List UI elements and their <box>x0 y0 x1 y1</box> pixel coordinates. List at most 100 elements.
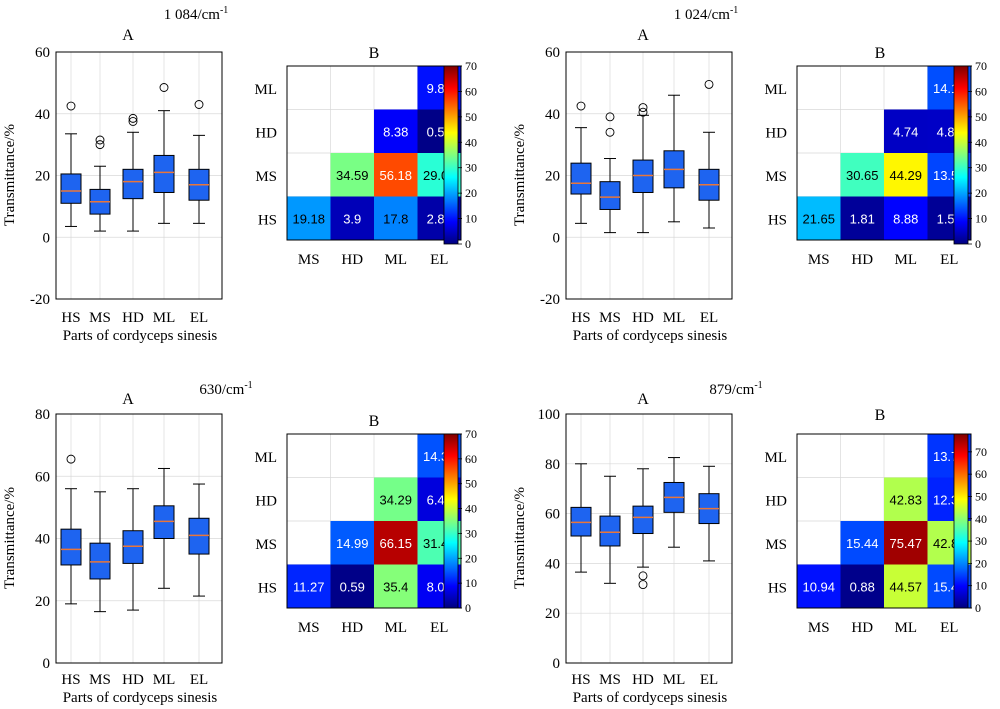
heatmap-row-label: ML <box>765 82 788 98</box>
panel-title: A <box>122 27 134 44</box>
heatmap-col-label: EL <box>430 252 448 268</box>
y-tick-label: -20 <box>30 292 50 308</box>
colorbar-tick-label: 20 <box>465 186 477 200</box>
colorbar-tick-label: 50 <box>465 110 477 124</box>
heatmap-cell-label: 15.44 <box>846 536 879 551</box>
heatmap-row-label: MS <box>765 537 787 553</box>
x-tick-label: EL <box>190 672 208 688</box>
box-HD <box>632 468 654 590</box>
box-iqr <box>570 162 592 195</box>
heatmap-cell-label: 34.29 <box>379 492 412 507</box>
x-tick-label: ML <box>153 672 176 688</box>
heatmap-col-label: HD <box>341 252 363 268</box>
heatmap-cell-label: 19.18 <box>292 211 325 226</box>
x-tick-label: EL <box>190 310 208 326</box>
y-tick-label: 0 <box>553 230 561 246</box>
box-iqr <box>153 154 175 193</box>
heatmap-cell-label: 42.83 <box>889 492 922 507</box>
heatmap-col-label: EL <box>430 620 448 636</box>
colorbar-tick-label: 70 <box>975 59 987 73</box>
heatmap-cell-HS-ML <box>374 564 418 608</box>
box-iqr <box>188 517 210 555</box>
box-iqr <box>632 159 654 193</box>
heatmap-col-label: HD <box>341 620 363 636</box>
heatmap-cell-label: 0.59 <box>340 579 365 594</box>
heatmap-cell-MS-ML <box>884 521 928 565</box>
heatmap-cell-HD-ML <box>374 477 418 521</box>
y-axis-label: Transmittance/% <box>512 124 528 226</box>
outlier-point <box>95 135 105 145</box>
panel-title: B <box>369 45 380 62</box>
heatmap-col-label: MS <box>298 252 320 268</box>
x-tick-label: HS <box>571 310 590 326</box>
heatmap-cell-HD-ML <box>884 109 928 153</box>
heatmap-cell-HS-ML <box>884 196 928 240</box>
x-tick-label: HS <box>571 672 590 688</box>
colorbar-tick-label: 30 <box>465 526 477 540</box>
heatmap-cell-HD-ML <box>374 109 418 153</box>
outlier-point <box>638 107 648 117</box>
y-tick-label: 20 <box>545 606 560 622</box>
x-tick-label: EL <box>700 310 718 326</box>
colorbar-tick-label: 30 <box>975 161 987 175</box>
heatmap-row-label: HD <box>255 125 277 141</box>
colorbar-tick-label: 60 <box>465 452 477 466</box>
x-tick-label: MS <box>89 310 111 326</box>
panel-title: A <box>637 27 649 44</box>
heatmap-cell-label: 17.8 <box>383 211 408 226</box>
colorbar-tick-label: 20 <box>465 551 477 565</box>
panel-title: B <box>369 413 380 430</box>
box-MS <box>89 491 111 613</box>
y-tick-label: -20 <box>540 292 560 308</box>
colorbar-tick-label: 70 <box>465 427 477 441</box>
heatmap-cell-label: 44.29 <box>889 168 922 183</box>
boxplot-panel-4: 630/cm-1 A 0 20 40 60 80 HS MS HD ML EL Parts of cor… <box>2 380 253 706</box>
y-axis-label: Transmittance/% <box>2 124 18 226</box>
colorbar-tick-label: 20 <box>975 556 987 570</box>
heatmap-cell-label: 3.9 <box>343 211 361 226</box>
x-axis-label: Parts of cordyceps sinesis <box>63 690 218 706</box>
box-iqr <box>89 542 111 580</box>
x-axis-label: Parts of cordyceps sinesis <box>63 328 218 344</box>
y-tick-label: 80 <box>35 407 50 423</box>
outlier-point <box>605 127 615 137</box>
heatmap-cell-label: 35.4 <box>383 579 408 594</box>
colorbar <box>443 65 459 245</box>
box-ML <box>663 94 685 223</box>
x-tick-label: MS <box>89 672 111 688</box>
heatmap-col-label: MS <box>298 620 320 636</box>
heatmap-cell-HD-ML <box>884 477 928 521</box>
heatmap-cell-label: 8.88 <box>893 211 918 226</box>
y-tick-label: 60 <box>35 45 50 61</box>
colorbar-tick-label: 50 <box>465 477 477 491</box>
y-tick-label: 0 <box>43 230 51 246</box>
heatmap-row-label: ML <box>255 82 278 98</box>
plot-frame <box>565 413 733 664</box>
heatmap-cell-HS-ML <box>884 564 928 608</box>
heatmap-cell-label: 75.47 <box>889 536 922 551</box>
outlier-point <box>638 103 648 113</box>
heatmap-cell-HS-MS <box>797 196 841 240</box>
heatmap-cell-MS-HD <box>840 153 884 197</box>
heatmap-row-label: HS <box>258 580 277 596</box>
colorbar-tick-label: 60 <box>465 84 477 98</box>
colorbar <box>953 65 969 245</box>
outlier-point <box>95 140 105 150</box>
x-tick-label: HS <box>61 672 80 688</box>
box-MS <box>89 135 111 232</box>
x-tick-label: ML <box>663 310 686 326</box>
y-tick-label: 60 <box>545 45 560 61</box>
box-iqr <box>153 505 175 540</box>
heatmap-col-label: ML <box>895 620 918 636</box>
heatmap-cell-HS-MS <box>287 196 331 240</box>
colorbar-tick-label: 70 <box>465 59 477 73</box>
colorbar-tick-label: 10 <box>465 212 477 226</box>
box-HS <box>570 463 592 573</box>
colorbar-tick-label: 10 <box>975 212 987 226</box>
heatmap-col-label: ML <box>385 620 408 636</box>
heatmap-cell-HS-ML <box>374 196 418 240</box>
y-tick-label: 0 <box>553 656 561 672</box>
heatmap-row-label: HS <box>768 212 787 228</box>
